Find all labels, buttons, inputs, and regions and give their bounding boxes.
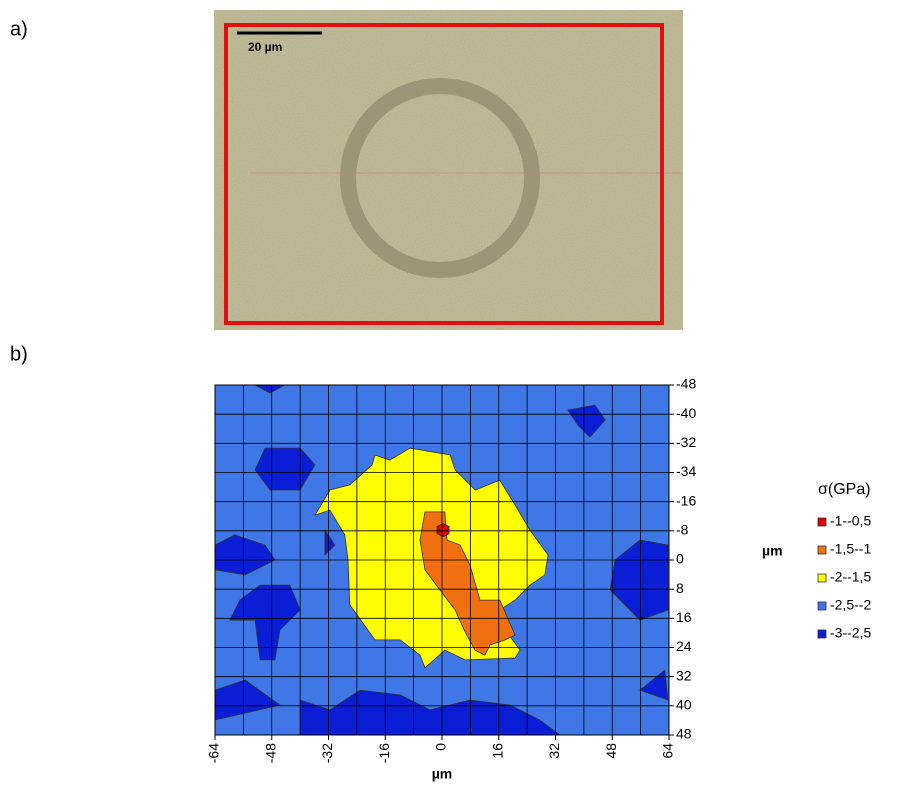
legend-swatch — [817, 517, 827, 527]
legend-label: -2,5--2 — [830, 597, 871, 613]
y-tick-label: 24 — [676, 638, 692, 654]
x-tick-label: -48 — [262, 743, 278, 763]
frame — [224, 23, 664, 325]
legend-label: -1--0,5 — [830, 513, 871, 529]
x-tick-label: -32 — [319, 743, 335, 763]
x-tick-label: 48 — [603, 743, 619, 759]
x-tick-label: 64 — [660, 743, 676, 759]
y-tick-label: 40 — [676, 697, 692, 713]
x-tick-label: 32 — [546, 743, 562, 759]
y-tick-label: -32 — [676, 434, 696, 450]
y-tick-label: -8 — [676, 522, 689, 538]
y-tick-label: -16 — [676, 492, 696, 508]
contour-region — [419, 511, 516, 656]
y-tick-label: 8 — [676, 580, 684, 596]
micrograph-background — [214, 10, 683, 330]
contour-region — [324, 528, 336, 556]
contour-plot: -64 -48 -32 -16 0 16 32 48 64-48-40-32-34-16-808… — [206, 376, 872, 782]
y-tick-label: 48 — [676, 726, 692, 742]
y-tick-label: -40 — [676, 405, 696, 421]
micrograph: 20 µm — [214, 10, 683, 330]
legend-swatch — [817, 573, 827, 583]
x-tick-label: 16 — [489, 743, 505, 759]
indent-ring — [340, 78, 540, 278]
legend-swatch — [817, 545, 827, 555]
y-tick-label: 16 — [676, 609, 692, 625]
contour-region — [229, 584, 301, 661]
legend-title: σ(GPa) — [818, 481, 871, 498]
contour-region — [436, 523, 450, 538]
y-axis-label: µm — [762, 543, 783, 559]
scale-bar-label: 20 µm — [248, 40, 282, 54]
y-tick-label: -48 — [676, 376, 696, 392]
y-tick-label: 0 — [676, 551, 684, 567]
y-tick-label: -34 — [676, 463, 696, 479]
legend-swatch — [817, 629, 827, 639]
legend-label: -1,5--1 — [830, 541, 871, 557]
x-tick-label: -64 — [206, 743, 222, 763]
x-axis-label: µm — [432, 766, 453, 782]
legend-swatch — [817, 601, 827, 611]
contour-region — [639, 669, 669, 701]
legend-label: -3--2,5 — [830, 625, 871, 641]
contour-region — [567, 404, 606, 438]
panel-label: a) — [10, 18, 28, 40]
panel-label: b) — [10, 343, 28, 365]
legend-label: -2--1,5 — [830, 569, 871, 585]
x-tick-label: 0 — [433, 743, 449, 751]
x-tick-label: -16 — [376, 743, 392, 763]
y-tick-label: 32 — [676, 667, 692, 683]
